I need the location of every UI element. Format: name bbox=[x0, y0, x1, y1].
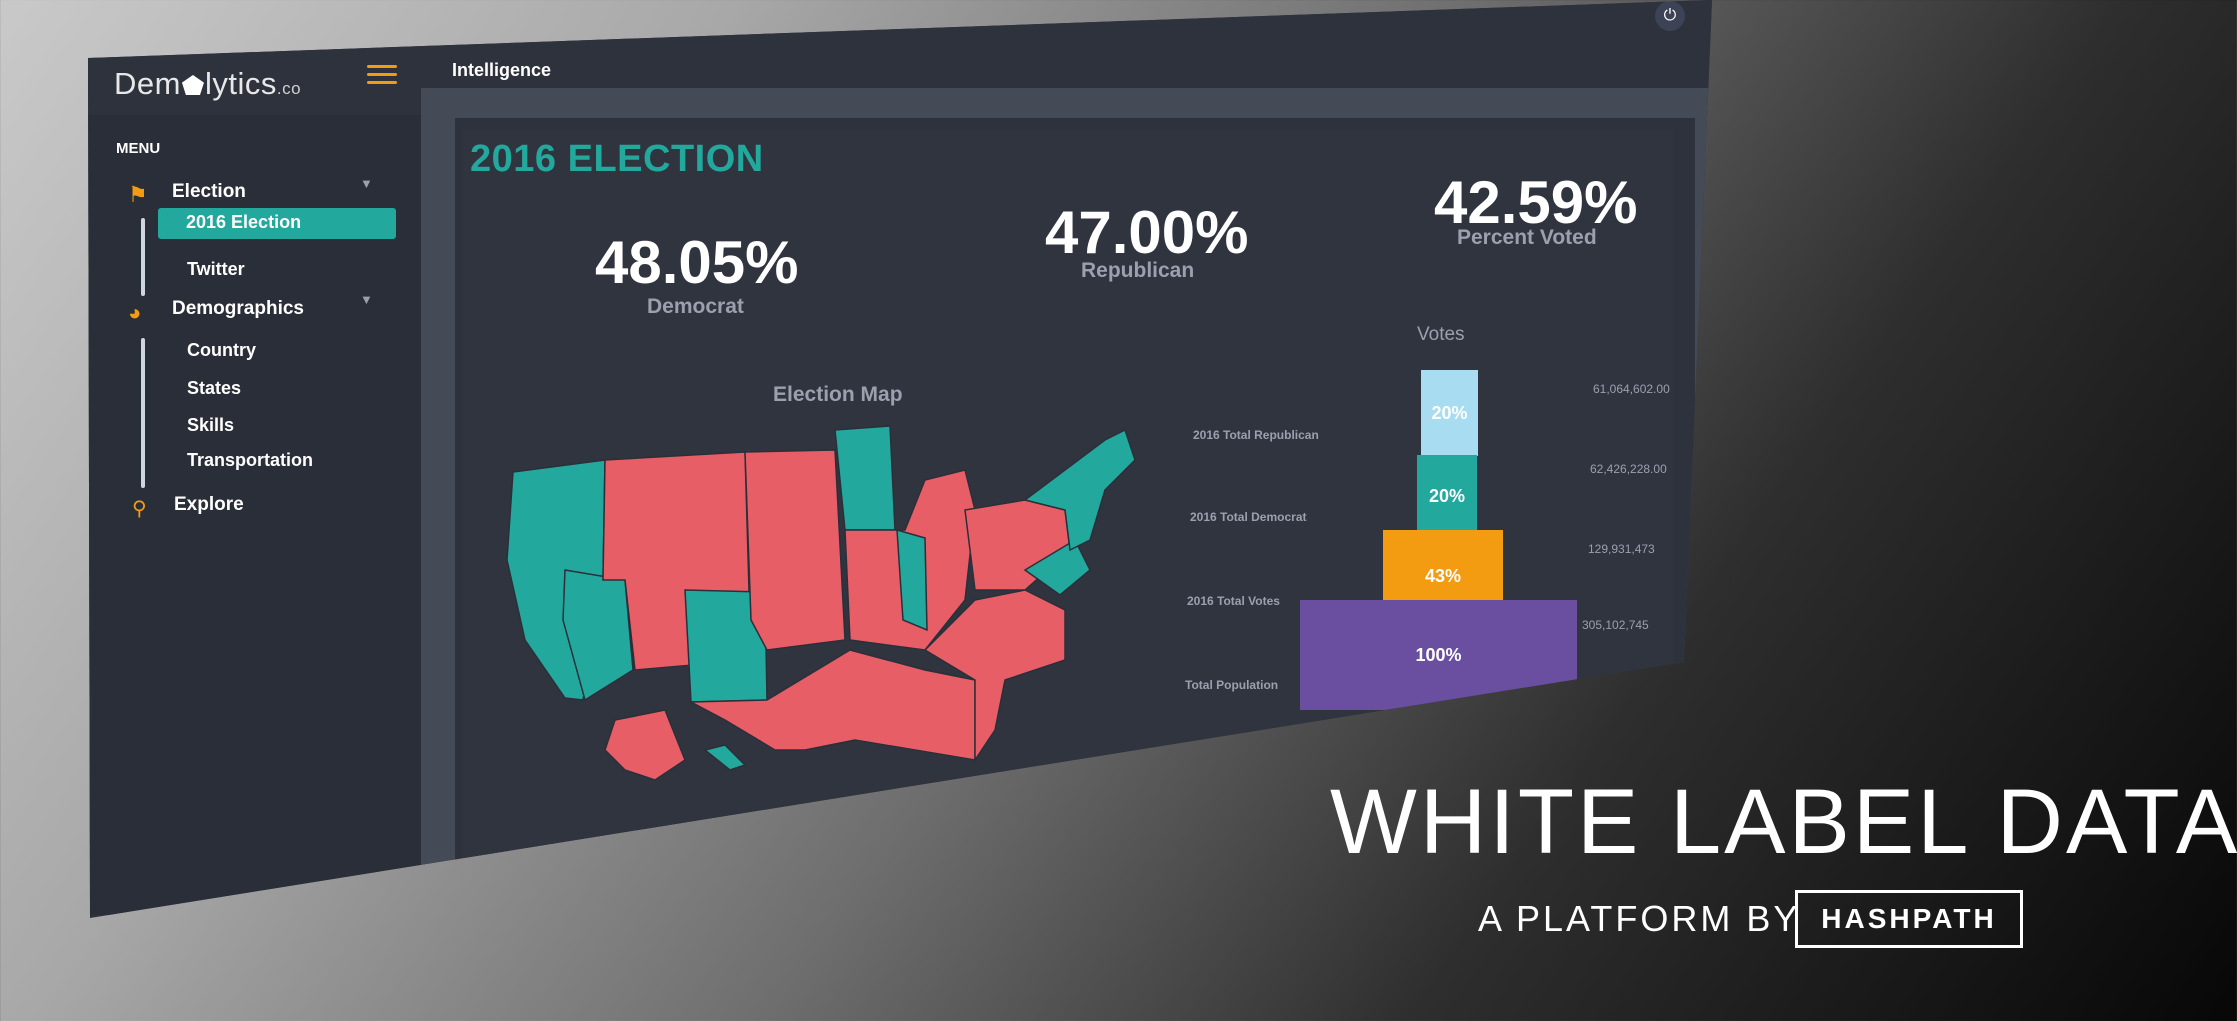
democrat-percent: 48.05% bbox=[595, 229, 799, 296]
map-region-virginia bbox=[1023, 538, 1091, 596]
chevron-down-icon[interactable]: ▼ bbox=[360, 176, 373, 191]
map-region-hawaii bbox=[703, 744, 747, 771]
funnel-value-label: 61,064,602.00 bbox=[1593, 382, 1670, 396]
page-title: 2016 ELECTION bbox=[470, 138, 764, 180]
funnel-bar[interactable]: 100% bbox=[1300, 600, 1577, 710]
nav-item-transportation[interactable]: Transportation bbox=[187, 450, 314, 470]
nav-item-twitter[interactable]: Twitter bbox=[187, 259, 245, 279]
funnel-category-label: 2016 Total Votes bbox=[1187, 594, 1280, 608]
nav-item-2016-election[interactable]: 2016 Election bbox=[158, 208, 396, 239]
nav-group-explore[interactable]: Explore bbox=[174, 494, 244, 515]
funnel-percent-label: 43% bbox=[1424, 565, 1462, 586]
hamburger-menu-icon[interactable] bbox=[367, 65, 397, 87]
menu-title: MENU bbox=[116, 140, 161, 157]
flag-icon: ⚑ bbox=[128, 182, 148, 207]
map-region-illinois bbox=[896, 528, 928, 632]
funnel-percent-label: 20% bbox=[1428, 485, 1466, 506]
nav-group-demographics[interactable]: Demographics bbox=[172, 298, 304, 319]
map-region-northeast bbox=[1023, 428, 1136, 552]
funnel-percent-label: 100% bbox=[1415, 644, 1462, 665]
headline-text: WHITE LABEL DATA bbox=[1330, 771, 2237, 873]
republican-label: Republican bbox=[1081, 259, 1195, 282]
chevron-down-icon[interactable]: ▼ bbox=[360, 292, 373, 307]
democrat-label: Democrat bbox=[647, 295, 744, 318]
funnel-value-label: 305,102,745 bbox=[1582, 618, 1649, 632]
map-region-alaska bbox=[604, 709, 686, 781]
pie-chart-icon: ◕ bbox=[128, 300, 142, 325]
map-title: Election Map bbox=[773, 383, 903, 406]
funnel-percent-label: 20% bbox=[1431, 402, 1468, 423]
funnel-bar[interactable]: 20% bbox=[1417, 455, 1477, 537]
logo-tld: .co bbox=[276, 79, 302, 98]
tree-line bbox=[141, 218, 145, 296]
map-region-southeast bbox=[923, 589, 1066, 763]
percent-voted-value: 42.59% bbox=[1434, 169, 1638, 236]
hashpath-logo: HASHPATH bbox=[1795, 890, 2023, 948]
votes-chart-title: Votes bbox=[1417, 324, 1465, 345]
percent-voted-label: Percent Voted bbox=[1457, 226, 1597, 249]
funnel-category-label: Total Population bbox=[1185, 678, 1279, 692]
funnel-category-label: 2016 Total Democrat bbox=[1190, 510, 1307, 524]
breadcrumb: Intelligence bbox=[452, 60, 552, 80]
map-region-plains bbox=[744, 449, 846, 651]
funnel-value-label: 62,426,228.00 bbox=[1590, 462, 1667, 476]
app-logo[interactable]: Dem lytics.co bbox=[114, 66, 301, 102]
election-map[interactable] bbox=[505, 420, 1145, 840]
nav-group-election[interactable]: Election bbox=[172, 181, 246, 202]
logout-icon[interactable]: ⏻ bbox=[1655, 1, 1685, 31]
map-region-minnesota bbox=[834, 425, 896, 531]
nav-item-country[interactable]: Country bbox=[187, 340, 256, 360]
nav-item-skills[interactable]: Skills bbox=[187, 415, 235, 435]
funnel-value-label: 129,931,473 bbox=[1588, 542, 1655, 556]
funnel-bar[interactable]: 20% bbox=[1421, 370, 1478, 456]
nav-item-states[interactable]: States bbox=[187, 378, 242, 398]
tree-line bbox=[141, 338, 145, 488]
logo-text-a: Dem bbox=[114, 66, 181, 101]
pentagon-icon bbox=[181, 75, 204, 95]
funnel-category-label: 2016 Total Republican bbox=[1193, 428, 1319, 442]
republican-percent: 47.00% bbox=[1045, 199, 1249, 266]
search-icon: ⚲ bbox=[132, 498, 147, 520]
platform-by-text: A PLATFORM BY bbox=[1478, 898, 1801, 939]
logo-text-b: lytics bbox=[204, 66, 277, 101]
